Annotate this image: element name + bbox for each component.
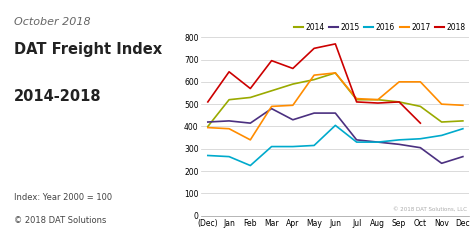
- Text: 2014-2018: 2014-2018: [14, 89, 101, 104]
- Text: © 2018 DAT Solutions: © 2018 DAT Solutions: [14, 216, 106, 225]
- Text: © 2018 DAT Solutions, LLC: © 2018 DAT Solutions, LLC: [392, 207, 466, 212]
- Text: DAT Freight Index: DAT Freight Index: [14, 42, 162, 57]
- Legend: 2014, 2015, 2016, 2017, 2018: 2014, 2015, 2016, 2017, 2018: [294, 23, 465, 31]
- Text: Index: Year 2000 = 100: Index: Year 2000 = 100: [14, 193, 112, 202]
- Text: October 2018: October 2018: [14, 17, 91, 27]
